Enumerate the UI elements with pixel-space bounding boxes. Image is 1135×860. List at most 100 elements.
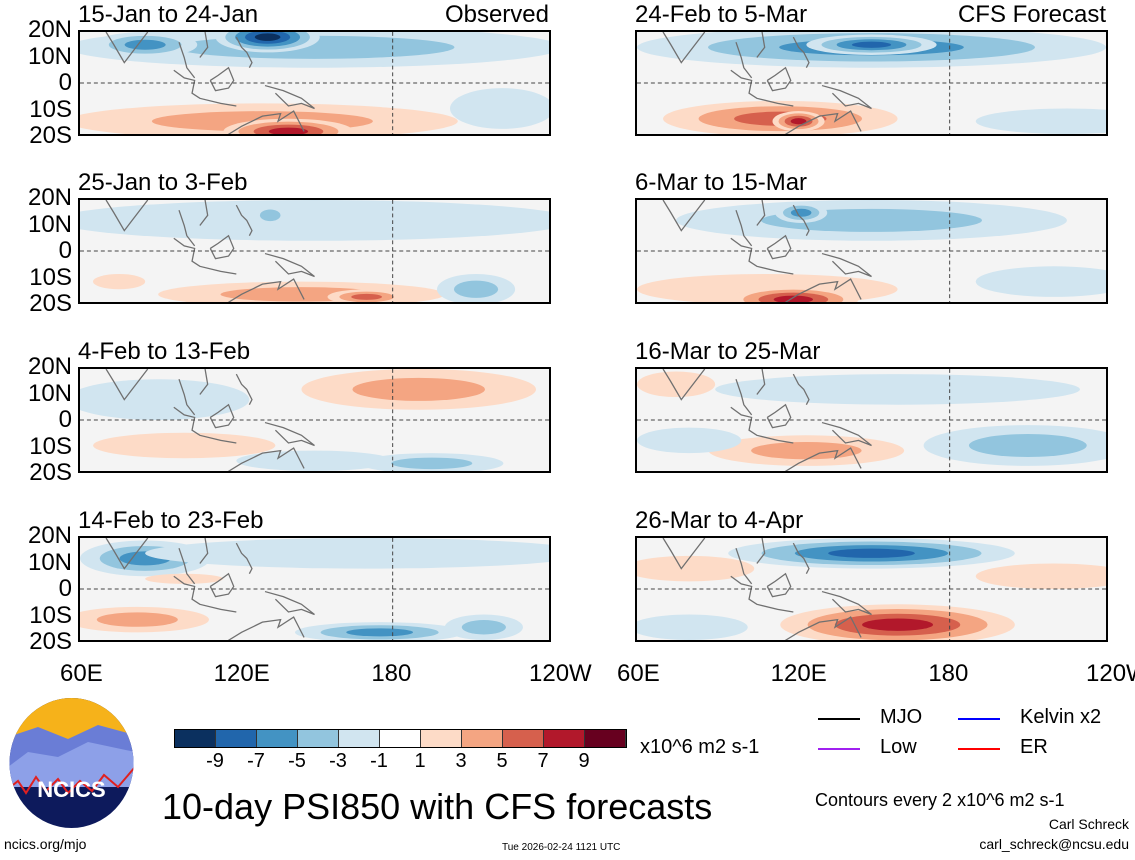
anomaly-contour	[975, 266, 1106, 297]
anomaly-contour	[637, 614, 748, 640]
panel-title: 15-Jan to 24-Jan	[78, 1, 259, 28]
coastline	[105, 32, 149, 64]
y-tick-label: 10S	[29, 601, 72, 629]
coastline	[199, 200, 209, 226]
anomaly-contour	[145, 573, 224, 584]
y-tick-label: 20S	[29, 122, 72, 149]
coastline	[662, 32, 706, 64]
legend-label: MJO	[880, 706, 923, 728]
coastline	[264, 590, 315, 616]
panel-title: 26-Mar to 4-Apr	[635, 507, 804, 534]
x-tick-label: 180	[371, 660, 412, 687]
anomaly-contour	[637, 427, 742, 454]
anomaly-contour	[773, 295, 814, 302]
coastline	[178, 548, 196, 585]
coastline	[178, 210, 196, 247]
logo-text: NCICS	[37, 777, 105, 802]
anomaly-contour	[453, 280, 499, 298]
coastline	[730, 69, 794, 107]
chart-title: 10-day PSI850 with CFS forecasts	[162, 786, 713, 827]
x-tick-label: 120E	[213, 660, 270, 687]
panel-title: 4-Feb to 13-Feb	[78, 338, 251, 365]
anomaly-contour	[975, 563, 1106, 589]
anomaly-contour	[254, 33, 281, 41]
panel-title: 14-Feb to 23-Feb	[78, 507, 264, 534]
panel-title: 25-Jan to 3-Feb	[78, 169, 248, 196]
legend-line	[958, 748, 1000, 750]
anomaly-contour	[975, 108, 1106, 134]
anomaly-contour	[93, 432, 276, 459]
coastline	[766, 572, 792, 598]
coastline	[235, 36, 253, 68]
map-panel	[78, 367, 551, 473]
panel-label: CFS Forecast	[957, 1, 1106, 28]
coastline	[209, 234, 235, 260]
coastline	[235, 204, 253, 236]
anomaly-contour	[391, 457, 473, 470]
map-panel	[635, 198, 1108, 304]
coastline	[766, 234, 792, 260]
coastline	[227, 278, 305, 302]
colorbar	[174, 729, 627, 748]
coastline	[730, 406, 794, 444]
legend-label: Kelvin x2	[1020, 706, 1102, 728]
anomaly-contour	[751, 441, 862, 460]
panel-title: 6-Mar to 15-Mar	[635, 169, 808, 196]
coastline	[735, 42, 753, 79]
anomaly-contour	[828, 548, 915, 558]
anomaly-contour	[93, 273, 146, 290]
map-panel	[78, 30, 551, 136]
panel-title: 16-Mar to 25-Mar	[635, 338, 821, 365]
coastline	[662, 200, 706, 232]
coastline	[784, 278, 862, 302]
anomaly-contour	[80, 200, 549, 241]
x-tick-label: 120W	[1086, 660, 1135, 687]
coastline	[756, 200, 766, 226]
y-tick-label: 0	[58, 406, 72, 433]
anomaly-contour	[790, 208, 812, 217]
anomaly-contour	[851, 41, 892, 48]
coastline	[735, 548, 753, 585]
legend-line	[818, 718, 860, 720]
colorbar-swatch	[216, 730, 257, 747]
y-tick-label: 20N	[27, 16, 72, 43]
y-tick-label: 10N	[27, 379, 72, 407]
colorbar-tick: -1	[370, 750, 388, 772]
y-tick-label: 10S	[29, 95, 72, 123]
coastline	[821, 590, 872, 616]
y-tick-label: 20S	[29, 290, 72, 317]
colorbar-swatch	[544, 730, 585, 747]
colorbar-swatch	[339, 730, 380, 747]
y-tick-label: 20N	[27, 184, 72, 211]
legend-line	[958, 718, 1000, 720]
coastline	[730, 237, 794, 275]
anomaly-contour	[124, 39, 166, 50]
coastline	[105, 538, 149, 570]
coastline	[173, 575, 237, 613]
coastline	[105, 369, 149, 401]
author: Carl Schreck	[1048, 816, 1129, 832]
coastline	[792, 542, 810, 574]
colorbar-tick: -5	[288, 750, 306, 772]
colorbar-tick: -7	[247, 750, 265, 772]
y-tick-label: 10S	[29, 263, 72, 291]
coastline	[662, 369, 706, 401]
coastline	[756, 538, 766, 564]
coastline	[792, 36, 810, 68]
anomaly-contour	[96, 612, 178, 627]
coastline	[178, 42, 196, 79]
site-link[interactable]: ncics.org/mjo	[4, 836, 87, 852]
colorbar-tick: 7	[537, 750, 549, 772]
map-panel	[635, 30, 1108, 136]
y-tick-label: 10N	[27, 210, 72, 238]
coastline	[821, 421, 872, 447]
x-tick-label: 60E	[60, 660, 103, 687]
colorbar-swatch	[585, 730, 626, 747]
anomaly-contour	[968, 433, 1087, 458]
coastline	[756, 369, 766, 395]
coastline	[792, 373, 810, 405]
map-panel	[635, 367, 1108, 473]
x-tick-label: 120W	[529, 660, 592, 687]
colorbar-swatch	[175, 730, 216, 747]
coastline	[178, 379, 196, 416]
